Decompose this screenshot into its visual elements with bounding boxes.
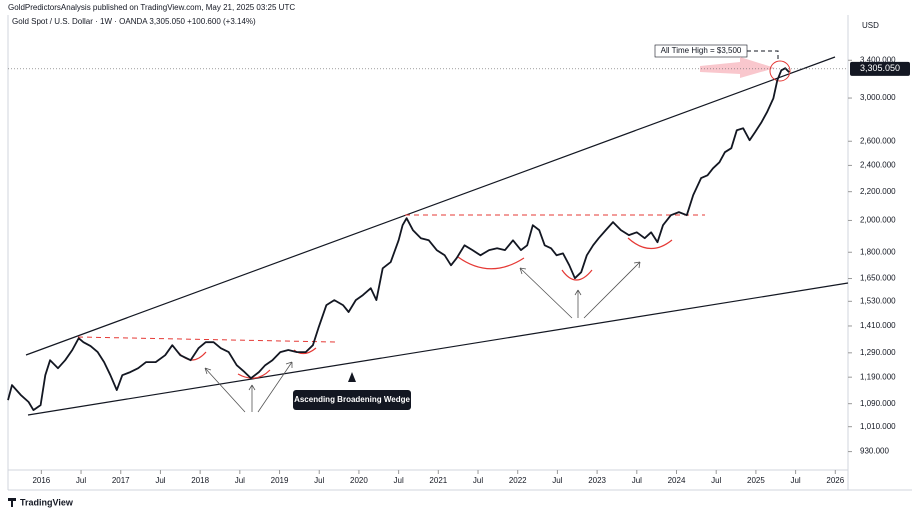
y-tick-label: 1,650.000 bbox=[860, 274, 896, 283]
x-tick-label: Jul bbox=[155, 476, 165, 485]
y-tick-label: 1,530.000 bbox=[860, 296, 896, 305]
y-tick-label: 1,090.000 bbox=[860, 399, 896, 408]
y-tick-label: 3,400.000 bbox=[860, 55, 896, 64]
x-tick-label: Jul bbox=[632, 476, 642, 485]
x-tick-label: Jul bbox=[76, 476, 86, 485]
x-tick-label: 2023 bbox=[588, 476, 606, 485]
brand: TradingView bbox=[8, 497, 74, 507]
x-tick-label: 2018 bbox=[191, 476, 209, 485]
arrow bbox=[583, 261, 641, 319]
y-axis-label: USD bbox=[862, 21, 879, 30]
x-tick-label: 2026 bbox=[826, 476, 844, 485]
chart-title: GoldPredictorsAnalysis published on Trad… bbox=[8, 3, 295, 12]
arc bbox=[561, 269, 593, 281]
last-price-box bbox=[850, 61, 910, 76]
x-tick-label: 2025 bbox=[747, 476, 765, 485]
brand-text: TradingView bbox=[20, 497, 74, 507]
pointer bbox=[348, 372, 356, 382]
ath-leader bbox=[747, 50, 779, 60]
y-tick-label: 2,600.000 bbox=[860, 136, 896, 145]
y-tick-label: 1,800.000 bbox=[860, 247, 896, 256]
price-line bbox=[7, 67, 790, 411]
arrow bbox=[574, 289, 582, 318]
x-tick-label: Jul bbox=[394, 476, 404, 485]
highlight-circle bbox=[769, 60, 791, 82]
arrow bbox=[204, 367, 246, 413]
x-tick-label: Jul bbox=[314, 476, 324, 485]
annotation-box bbox=[293, 390, 411, 410]
x-tick-label: 2022 bbox=[509, 476, 527, 485]
x-tick-label: 2020 bbox=[350, 476, 368, 485]
y-tick-label: 1,290.000 bbox=[860, 348, 896, 357]
annotation: Ascending Broadening Wedge bbox=[294, 395, 410, 404]
highlight-arrow bbox=[700, 57, 775, 78]
y-tick-label: 1,010.000 bbox=[860, 422, 896, 431]
chart-subtitle: Gold Spot / U.S. Dollar · 1W · OANDA 3,3… bbox=[12, 17, 256, 26]
brand-logo bbox=[8, 498, 16, 507]
x-tick-label: Jul bbox=[552, 476, 562, 485]
y-tick-label: 2,000.000 bbox=[860, 216, 896, 225]
x-tick-label: Jul bbox=[473, 476, 483, 485]
y-tick-label: 1,410.000 bbox=[860, 321, 896, 330]
arrow bbox=[248, 384, 256, 412]
x-tick-label: 2017 bbox=[112, 476, 130, 485]
arc bbox=[237, 369, 271, 379]
x-tick-label: Jul bbox=[790, 476, 800, 485]
lower-trendline bbox=[27, 282, 849, 416]
x-tick-label: Jul bbox=[235, 476, 245, 485]
resistance-line bbox=[77, 336, 336, 343]
arrows bbox=[204, 261, 641, 413]
y-tick-label: 2,400.000 bbox=[860, 161, 896, 170]
last-price-label: 3,305.050 bbox=[860, 63, 900, 73]
y-tick-label: 3,000.000 bbox=[860, 93, 896, 102]
arc bbox=[457, 256, 525, 270]
annotation: All Time High = $3,500 bbox=[661, 46, 742, 55]
x-tick-label: 2016 bbox=[32, 476, 50, 485]
x-tick-label: 2019 bbox=[271, 476, 289, 485]
arc bbox=[627, 237, 673, 250]
arrow bbox=[257, 361, 293, 413]
x-tick-label: 2024 bbox=[668, 476, 686, 485]
upper-trendline bbox=[25, 56, 836, 356]
arrow bbox=[519, 267, 573, 319]
y-tick-label: 1,190.000 bbox=[860, 372, 896, 381]
x-tick-label: 2021 bbox=[429, 476, 447, 485]
y-tick-label: 2,200.000 bbox=[860, 187, 896, 196]
x-tick-label: Jul bbox=[711, 476, 721, 485]
y-tick-label: 930.000 bbox=[860, 447, 889, 456]
